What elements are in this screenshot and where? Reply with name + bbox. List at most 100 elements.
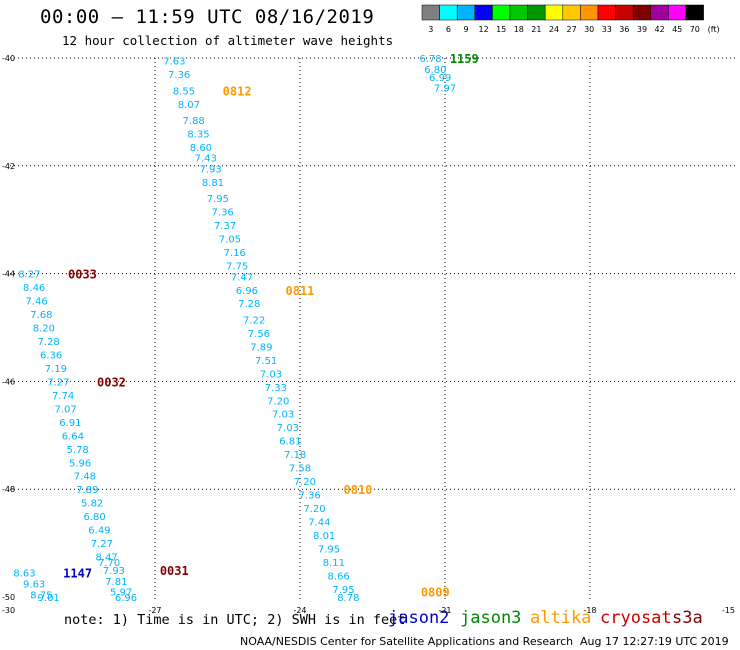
time-label: 0810: [344, 483, 373, 497]
swh-value-label: 6.80: [424, 65, 446, 76]
swh-value-label: 5.78: [67, 445, 89, 456]
swh-value-label: 6.78: [419, 54, 441, 65]
chart-title: 00:00 – 11:59 UTC 08/16/2019: [40, 6, 375, 28]
swh-value-label: 7.03: [277, 423, 299, 434]
colorbar-swatch: [456, 4, 476, 21]
legend-cryosat: cryosat: [600, 608, 672, 628]
y-tick-label: -48: [2, 485, 15, 494]
colorbar-swatch: [650, 4, 669, 21]
swh-value-label: 8.66: [328, 571, 350, 582]
swh-value-label: 7.20: [294, 477, 316, 488]
colorbar-swatch: [509, 4, 528, 21]
colorbar-swatch: [597, 4, 616, 21]
swh-value-label: 7.75: [226, 262, 248, 273]
colorbar-swatch: [685, 4, 704, 21]
swh-value-label: 8.60: [190, 143, 212, 154]
colorbar-swatch: [580, 4, 599, 21]
swh-value-label: 7.89: [76, 485, 98, 496]
swh-value-label: 7.93: [199, 164, 221, 175]
swh-value-label: 8.63: [13, 569, 35, 580]
colorbar-swatch: [615, 4, 634, 21]
time-label: 0809: [421, 586, 450, 600]
swh-value-label: 7.28: [238, 299, 260, 310]
swh-value-label: 7.95: [207, 194, 229, 205]
colorbar-label: 45: [672, 25, 682, 34]
swh-value-label: 8.81: [202, 178, 224, 189]
colorbar-label: 42: [655, 25, 665, 34]
chart-subtitle: 12 hour collection of altimeter wave hei…: [62, 33, 394, 48]
colorbar-label: 24: [549, 25, 559, 34]
swh-value-label: 9.63: [23, 580, 45, 591]
swh-value-label: 7.97: [434, 84, 456, 95]
swh-value-label: 6.99: [429, 73, 451, 84]
generated-timestamp: Aug 17 12:27:19 UTC 2019: [580, 635, 729, 648]
swh-value-label: 7.22: [243, 315, 265, 326]
swh-value-label: 7.33: [265, 383, 287, 394]
swh-value-label: 7.27: [91, 539, 113, 550]
swh-value-label: 7.03: [260, 369, 282, 380]
swh-value-label: 7.05: [219, 235, 241, 246]
x-tick-label: -15: [722, 606, 735, 615]
legend-jason2: jason2: [388, 608, 450, 628]
colorbar-label: 36: [619, 25, 629, 34]
notes-text: note: 1) Time is in UTC; 2) SWH is in fe…: [64, 612, 406, 628]
swh-value-label: 5.97: [110, 588, 132, 599]
time-label: 0031: [160, 564, 189, 578]
swh-value-label: 7.95: [332, 585, 354, 596]
data-marks: 6.786.806.997.9711597.637.368.558.077.88…: [13, 52, 478, 604]
colorbar-swatch: [632, 4, 652, 21]
swh-value-label: 6.96: [115, 593, 137, 604]
credit-text: NOAA/NESDIS Center for Satellite Applica…: [240, 635, 574, 648]
swh-value-label: 7.43: [195, 154, 217, 165]
swh-value-label: 6.80: [83, 512, 105, 523]
swh-value-label: 6.81: [279, 437, 301, 448]
swh-value-label: 6.64: [62, 431, 84, 442]
time-label: 0032: [97, 375, 126, 389]
swh-value-label: 7.81: [105, 577, 127, 588]
axis-ticks: -40 -42 -44 -46 -48 -50 -30 -27 -24 -21 -18 -15: [2, 54, 735, 615]
swh-value-label: 7.95: [318, 544, 340, 555]
colorbar-label: 6: [446, 25, 451, 34]
swh-value-label: 8.75: [30, 590, 52, 601]
swh-value-label: 7.07: [54, 404, 76, 415]
swh-value-label: 5.82: [81, 499, 103, 510]
y-tick-label: -42: [2, 162, 15, 171]
colorbar-swatch: [544, 4, 564, 21]
swh-value-label: 9.01: [38, 593, 60, 604]
colorbar-label: (ft): [708, 25, 720, 34]
swh-value-label: 7.70: [98, 558, 120, 569]
swh-value-label: 6.36: [40, 350, 62, 361]
swh-value-label: 7.37: [214, 221, 236, 232]
x-tick-label: -30: [2, 606, 15, 615]
swh-value-label: 7.19: [45, 364, 67, 375]
swh-value-label: 7.51: [255, 356, 277, 367]
swh-value-label: 7.36: [299, 491, 321, 502]
colorbar-swatch: [492, 4, 511, 21]
x-tick-label: -21: [438, 606, 451, 615]
swh-value-label: 7.68: [30, 310, 52, 321]
swh-value-label: 7.36: [168, 70, 190, 81]
colorbar-swatch: [421, 4, 440, 21]
swh-value-label: 7.27: [47, 377, 69, 388]
swh-value-label: 8.47: [96, 553, 118, 564]
swh-value-label: 8.20: [33, 324, 55, 335]
swh-value-label: 8.27: [18, 270, 40, 281]
colorbar-swatch: [562, 4, 581, 21]
swh-value-label: 7.88: [183, 116, 205, 127]
swh-value-label: 7.48: [74, 472, 96, 483]
time-label: 1147: [63, 567, 92, 581]
swh-value-label: 7.44: [308, 518, 330, 529]
colorbar-label: 9: [463, 25, 468, 34]
swh-value-label: 7.18: [284, 450, 306, 461]
time-label: 1159: [450, 52, 479, 66]
colorbar-label: 39: [637, 25, 647, 34]
swh-value-label: 7.46: [25, 297, 47, 308]
swh-value-label: 7.20: [267, 396, 289, 407]
legend-jason3: jason3: [460, 608, 522, 628]
swh-value-label: 8.01: [313, 531, 335, 542]
colorbar-swatch: [527, 4, 546, 21]
colorbar-label: 33: [602, 25, 612, 34]
swh-value-label: 8.11: [323, 558, 345, 569]
swh-value-label: 8.78: [337, 593, 359, 604]
swh-value-label: 7.03: [272, 410, 294, 421]
